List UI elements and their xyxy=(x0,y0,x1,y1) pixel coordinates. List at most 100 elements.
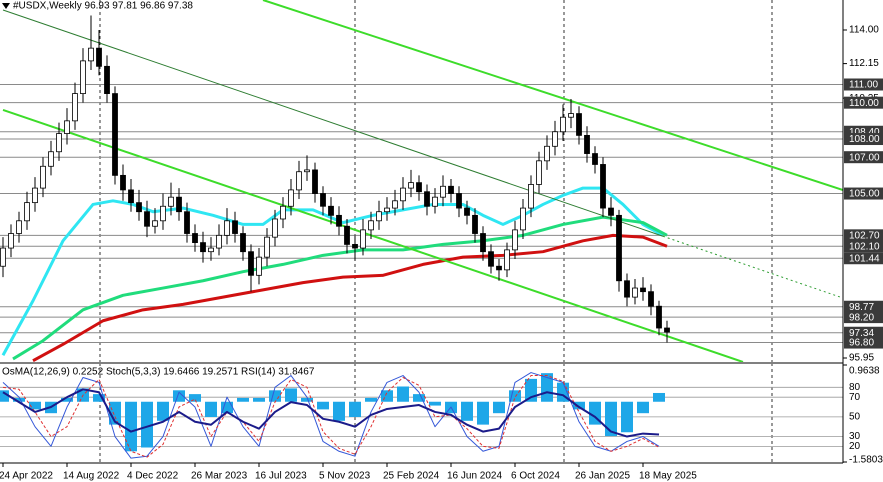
level-label-box xyxy=(844,252,883,265)
level-label: 111.00 xyxy=(849,80,879,91)
candle-body xyxy=(448,185,454,194)
level-label-box xyxy=(844,78,883,91)
candle-body xyxy=(664,327,670,333)
osma-bar xyxy=(621,401,633,433)
osma-bar xyxy=(221,401,233,414)
candle-body xyxy=(648,291,654,307)
osma-bar xyxy=(301,397,313,402)
candle-body xyxy=(472,214,478,234)
candle-body xyxy=(48,151,54,167)
candle-body xyxy=(536,160,542,185)
candle-body xyxy=(56,133,62,153)
osma-bar xyxy=(13,397,25,402)
osma-bar xyxy=(189,394,201,402)
x-tick-label: 18 May 2025 xyxy=(639,471,697,482)
level-label: 102.10 xyxy=(849,241,880,252)
candle-body xyxy=(584,134,590,154)
candle-body xyxy=(392,200,398,209)
level-label-box xyxy=(844,326,883,339)
osma-bar xyxy=(0,390,9,402)
candle-body xyxy=(32,187,38,204)
level-label-box xyxy=(844,133,883,146)
candle-body xyxy=(568,113,574,118)
candle-body xyxy=(344,225,350,245)
x-tick-label: 16 Jun 2024 xyxy=(447,471,502,482)
x-tick-label: 4 Dec 2022 xyxy=(127,471,179,482)
level-label-box xyxy=(844,240,883,253)
candle-body xyxy=(88,47,94,62)
symbol-icon xyxy=(2,3,10,9)
osma-bar xyxy=(109,401,121,425)
candle-body xyxy=(496,265,502,271)
x-tick-label: 5 Nov 2023 xyxy=(319,471,371,482)
oscillator-line xyxy=(2,388,660,438)
level-label-box xyxy=(844,311,883,324)
candle-body xyxy=(24,202,30,222)
candle-body xyxy=(400,187,406,202)
osma-bar xyxy=(653,392,665,402)
candle-body xyxy=(96,47,102,67)
x-tick-label: 16 Jul 2023 xyxy=(255,471,307,482)
candle-body xyxy=(264,236,270,258)
candle-body xyxy=(408,182,414,189)
osma-bar xyxy=(477,401,489,425)
osma-bar xyxy=(173,390,185,402)
osma-bar xyxy=(253,397,265,402)
candle-body xyxy=(376,211,382,222)
level-label: 101.44 xyxy=(849,253,880,264)
candle-body xyxy=(112,93,118,176)
moving-average-line xyxy=(12,215,668,361)
candle-body xyxy=(152,220,158,227)
candle-body xyxy=(296,171,302,191)
x-tick-label: 6 Oct 2024 xyxy=(511,471,560,482)
osma-bar xyxy=(637,401,649,414)
candle-body xyxy=(336,214,342,227)
osma-bar xyxy=(157,401,169,421)
candle-body xyxy=(632,287,638,298)
y-tick-label: 70 xyxy=(849,392,861,403)
candle-body xyxy=(616,214,622,282)
candle-body xyxy=(456,193,462,209)
level-label: 97.34 xyxy=(849,328,874,339)
y-tick-label: 30 xyxy=(849,431,861,442)
candle-body xyxy=(544,145,550,162)
candle-body xyxy=(488,251,494,267)
candle-body xyxy=(416,182,422,193)
candle-body xyxy=(192,233,198,244)
level-label-box xyxy=(844,187,883,200)
level-label: 108.00 xyxy=(849,134,880,145)
candle-body xyxy=(640,287,646,293)
level-label: 98.77 xyxy=(849,302,874,313)
candle-body xyxy=(360,229,366,249)
chart-title: #USDX,Weekly 96.93 97.81 96.86 97.38 xyxy=(13,1,193,12)
level-label: 108.40 xyxy=(849,127,880,138)
candle-body xyxy=(16,220,22,234)
osma-bar xyxy=(349,401,361,417)
candle-body xyxy=(8,233,14,249)
candle-body xyxy=(288,189,294,207)
candle-body xyxy=(512,229,518,251)
x-tick-label: 14 Aug 2022 xyxy=(63,471,120,482)
candle-body xyxy=(272,218,278,238)
candle-body xyxy=(128,189,134,204)
candle-body xyxy=(552,131,558,147)
candle-body xyxy=(440,185,446,198)
osma-bar xyxy=(317,401,329,410)
candle-body xyxy=(328,205,334,216)
candle-body xyxy=(216,234,222,249)
level-label-box xyxy=(844,336,883,349)
candle-body xyxy=(160,205,166,222)
candle-body xyxy=(368,220,374,231)
moving-average-line xyxy=(1,186,664,357)
osma-bar xyxy=(413,394,425,402)
candle-body xyxy=(520,207,526,231)
level-label: 107.00 xyxy=(849,152,880,163)
candle-body xyxy=(0,247,6,267)
osma-bar xyxy=(61,397,73,402)
y-tick-label: 80 xyxy=(849,382,861,393)
candle-body xyxy=(136,202,142,213)
osma-bar xyxy=(269,390,281,402)
candle-body xyxy=(600,164,606,209)
